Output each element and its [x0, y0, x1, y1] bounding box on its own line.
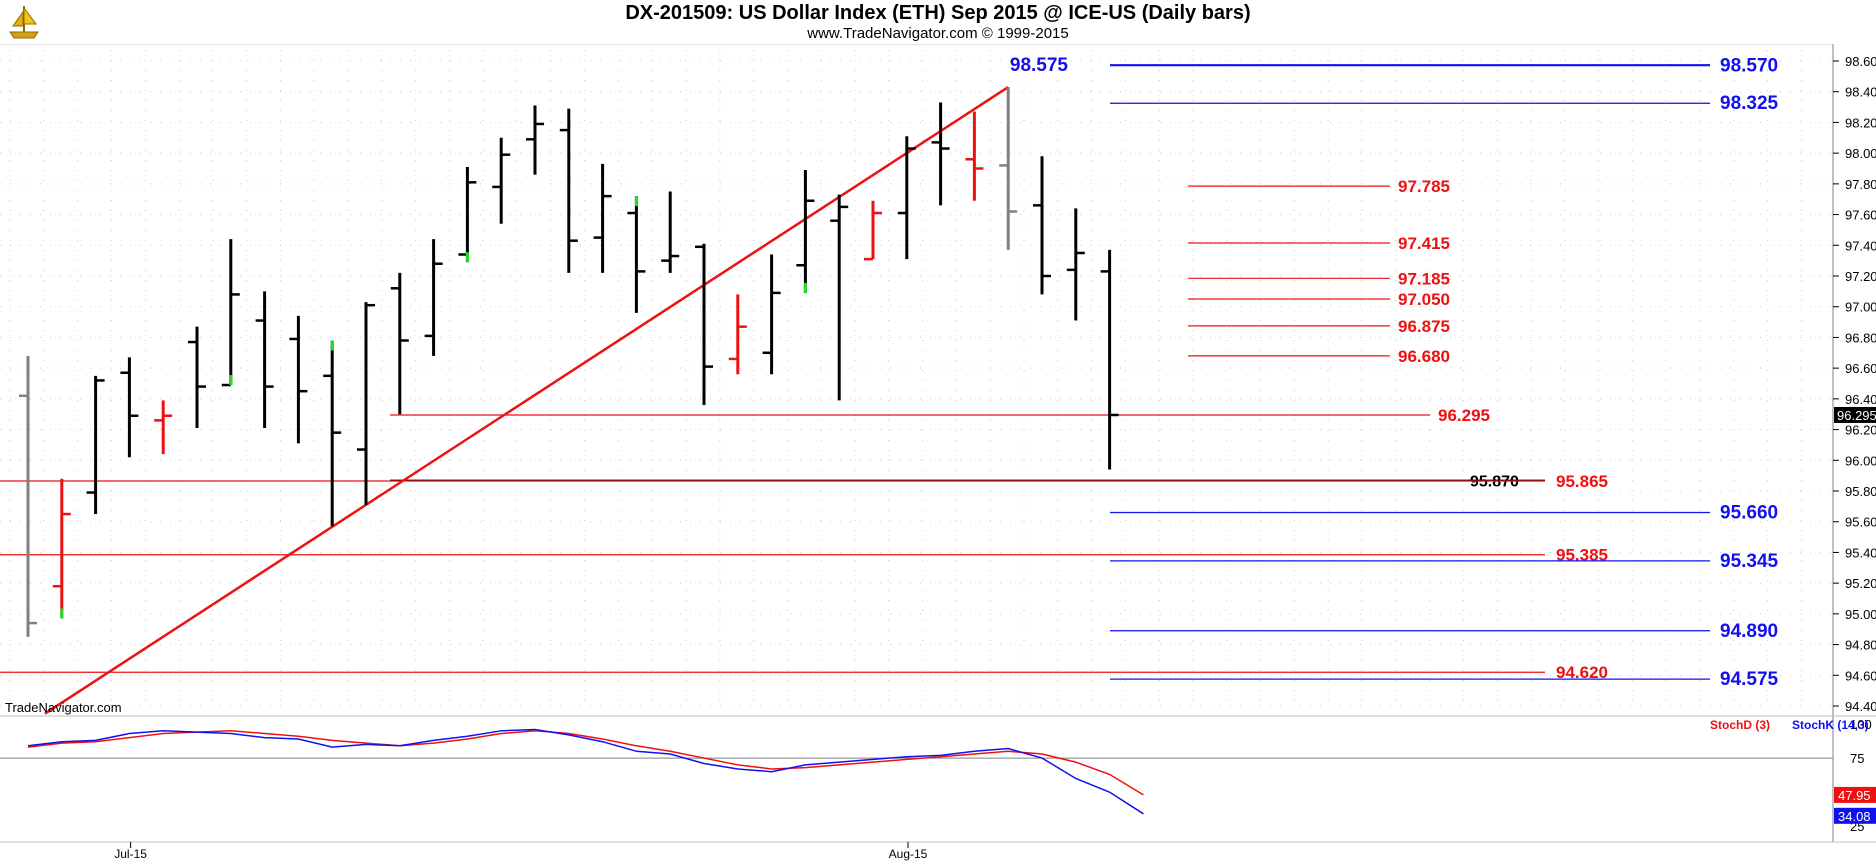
stoch-legend-item: StochK (14,3) — [1792, 718, 1869, 732]
level-label: 95.660 — [1720, 503, 1778, 524]
y-tick-label: 95.600 — [1845, 515, 1876, 530]
level-label: 97.785 — [1398, 177, 1450, 196]
current-price-label: 96.295 — [1837, 408, 1876, 423]
level-label: 96.875 — [1398, 317, 1450, 336]
y-tick-label: 94.400 — [1845, 699, 1876, 714]
grid — [0, 43, 1876, 843]
watermark-label: TradeNavigator.com — [5, 700, 122, 715]
trendline — [44, 86, 1009, 715]
y-tick-label: 96.400 — [1845, 392, 1876, 407]
y-tick-label: 97.200 — [1845, 269, 1876, 284]
y-tick-label: 94.800 — [1845, 638, 1876, 653]
level-label: 95.345 — [1720, 551, 1779, 572]
trendline-layer — [44, 86, 1009, 715]
stoch-line-d — [27, 730, 1144, 796]
stoch-k-badge — [1834, 807, 1876, 824]
y-tick-label: 97.000 — [1845, 300, 1876, 315]
stoch-line-k — [27, 728, 1144, 815]
price-bars: TradeNavigator.com — [5, 87, 1119, 715]
chart-header: DX-201509: US Dollar Index (ETH) Sep 201… — [0, 0, 1876, 44]
y-tick-label: 96.600 — [1845, 361, 1876, 376]
y-tick-label: 94.600 — [1845, 668, 1876, 683]
level-label: 94.620 — [1556, 663, 1608, 682]
level-label: 97.050 — [1398, 290, 1450, 309]
y-tick-label: 97.800 — [1845, 177, 1876, 192]
level-label: 94.890 — [1720, 621, 1778, 642]
y-tick-label: 98.400 — [1845, 85, 1876, 100]
level-label: 95.385 — [1556, 546, 1608, 565]
x-tick-label: Aug-15 — [889, 847, 928, 861]
y-tick-label: 95.000 — [1845, 607, 1876, 622]
stoch-tick-label: 100 — [1850, 717, 1872, 732]
y-tick-label: 95.200 — [1845, 576, 1876, 591]
stoch-tick-label: 75 — [1850, 751, 1864, 766]
x-tick-label: Jul-15 — [114, 847, 147, 861]
level-label: 96.295 — [1438, 406, 1490, 425]
price-axis: 94.400 94.600 94.800 95.000 95.200 95.400 95.6… — [1833, 54, 1876, 714]
chart-title: DX-201509: US Dollar Index (ETH) Sep 201… — [625, 2, 1251, 24]
y-tick-label: 96.000 — [1845, 453, 1876, 468]
time-axis: Jul-15 Aug-15 — [114, 842, 928, 861]
level-label: 97.185 — [1398, 269, 1450, 288]
level-label: 95.870 — [1470, 473, 1519, 490]
y-tick-label: 96.200 — [1845, 423, 1876, 438]
stoch-d-last-value: 47.95 — [1838, 788, 1871, 803]
level-label: 95.865 — [1556, 472, 1608, 491]
y-tick-label: 98.200 — [1845, 115, 1876, 130]
stoch-d-badge — [1834, 786, 1876, 803]
level-label: 98.575 — [1010, 55, 1069, 76]
chart-subtitle: www.TradeNavigator.com © 1999-2015 — [807, 25, 1069, 42]
stoch-k-last-value: 34.08 — [1838, 809, 1871, 824]
level-lines: 98.575 98.570 98.325 97.785 97.415 97.185 97.0… — [0, 55, 1779, 690]
stoch-legend-item: StochD (3) — [1710, 718, 1770, 732]
level-label: 97.415 — [1398, 234, 1450, 253]
level-label: 96.680 — [1398, 347, 1450, 366]
level-label: 98.325 — [1720, 93, 1779, 114]
y-tick-label: 97.400 — [1845, 238, 1876, 253]
y-tick-label: 95.400 — [1845, 545, 1876, 560]
y-tick-label: 97.600 — [1845, 208, 1876, 223]
level-label: 98.570 — [1720, 55, 1778, 76]
current-price-badge — [1834, 406, 1876, 423]
level-label: 94.575 — [1720, 669, 1779, 690]
y-tick-label: 98.600 — [1845, 54, 1876, 69]
trophy-ship-logo-icon — [9, 6, 39, 39]
y-tick-label: 95.800 — [1845, 484, 1876, 499]
y-tick-label: 96.800 — [1845, 330, 1876, 345]
y-tick-label: 98.000 — [1845, 146, 1876, 161]
